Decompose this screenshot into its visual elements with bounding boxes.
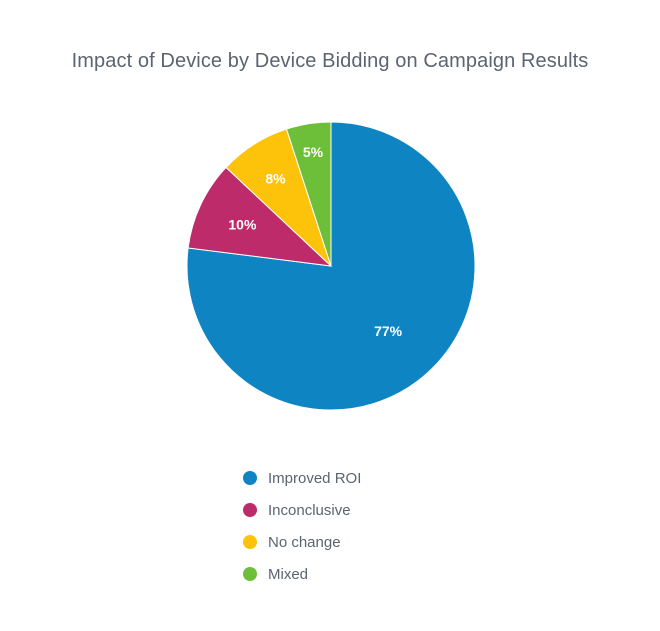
pie-chart: 77% 10% 8% 5% <box>186 121 476 411</box>
chart-legend: Improved ROI Inconclusive No change Mixed <box>243 462 361 590</box>
pie-data-label: 5% <box>303 144 324 160</box>
legend-label: Improved ROI <box>268 469 362 487</box>
legend-label: Inconclusive <box>268 501 351 519</box>
pie-slice-improved-roi[interactable] <box>186 121 476 411</box>
chart-title: Impact of Device by Device Bidding on Ca… <box>71 50 589 72</box>
legend-item[interactable]: Mixed <box>243 558 361 590</box>
legend-swatch <box>243 471 257 485</box>
legend-label: No change <box>268 533 341 551</box>
pie-slice-mixed[interactable] <box>285 121 332 267</box>
legend-item[interactable]: Inconclusive <box>243 494 361 526</box>
pie-slice-inconclusive[interactable] <box>187 166 333 267</box>
legend-item[interactable]: Improved ROI <box>243 462 361 494</box>
legend-swatch <box>243 535 257 549</box>
legend-item[interactable]: No change <box>243 526 361 558</box>
legend-label: Mixed <box>268 565 309 583</box>
legend-swatch <box>243 567 257 581</box>
legend-swatch <box>243 503 257 517</box>
pie-data-label: 8% <box>265 170 286 186</box>
pie-data-label: 10% <box>228 216 257 232</box>
pie-data-label: 77% <box>374 323 403 339</box>
